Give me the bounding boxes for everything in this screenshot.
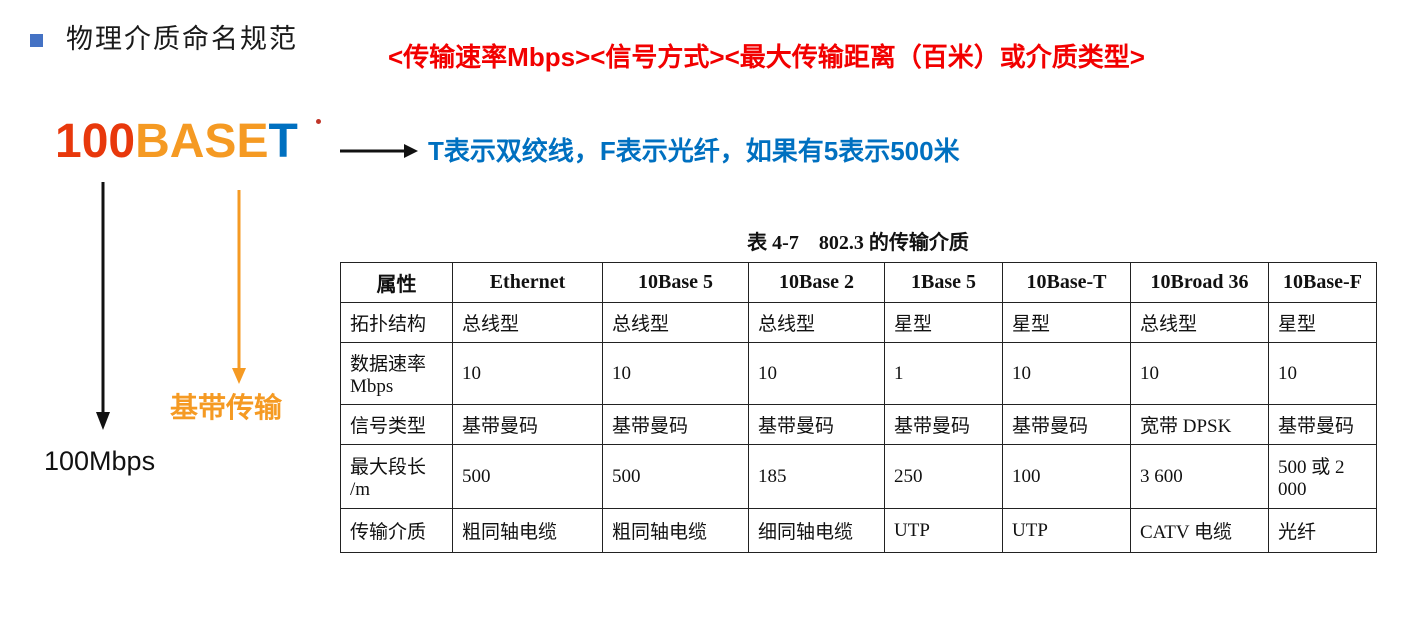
table-header-row: 属性 Ethernet 10Base 5 10Base 2 1Base 5 10… xyxy=(340,262,1377,303)
table-cell: 基带曼码 xyxy=(748,404,885,445)
table-cell: 基带曼码 xyxy=(452,404,603,445)
example-speed: 100 xyxy=(55,115,136,168)
table-cell: 1 xyxy=(884,342,1003,405)
example-media: T xyxy=(268,115,298,168)
table-cell: 10 xyxy=(1002,342,1131,405)
media-note-text: T表示双绞线，F表示光纤，如果有5表示500米 xyxy=(428,136,960,166)
col-header: 10Base 5 xyxy=(602,262,749,303)
table-cell: 光纤 xyxy=(1268,508,1377,553)
media-table: 属性 Ethernet 10Base 5 10Base 2 1Base 5 10… xyxy=(340,262,1377,553)
table-cell: 10 xyxy=(1268,342,1377,405)
naming-format-text: <传输速率Mbps><信号方式><最大传输距离（百米）或介质类型> xyxy=(388,42,1145,72)
table-cell: 基带曼码 xyxy=(884,404,1003,445)
table-row: 传输介质 粗同轴电缆 粗同轴电缆 细同轴电缆 UTP UTP CATV 电缆 光… xyxy=(340,508,1377,553)
table-cell: 宽带 DPSK xyxy=(1130,404,1269,445)
table-cell: CATV 电缆 xyxy=(1130,508,1269,553)
naming-example: 100BASET xyxy=(55,114,298,169)
table-cell: 总线型 xyxy=(1130,302,1269,343)
table-cell: 细同轴电缆 xyxy=(748,508,885,553)
table-cell: 500 xyxy=(452,444,603,509)
table-cell: 总线型 xyxy=(602,302,749,343)
table-cell: 500 或 2 000 xyxy=(1268,444,1377,509)
down-arrow-black-icon xyxy=(96,182,110,430)
col-header: Ethernet xyxy=(452,262,603,303)
row-label: 传输介质 xyxy=(340,508,453,553)
col-header: 1Base 5 xyxy=(884,262,1003,303)
table-row: 拓扑结构 总线型 总线型 总线型 星型 星型 总线型 星型 xyxy=(340,302,1377,343)
section-title: 物理介质命名规范 xyxy=(66,24,298,54)
row-label: 最大段长 /m xyxy=(340,444,453,509)
table-row: 最大段长 /m 500 500 185 250 100 3 600 500 或 … xyxy=(340,444,1377,509)
table-cell: UTP xyxy=(1002,508,1131,553)
col-header: 10Broad 36 xyxy=(1130,262,1269,303)
table-cell: 3 600 xyxy=(1130,444,1269,509)
right-arrow-icon xyxy=(340,144,418,158)
table-cell: 粗同轴电缆 xyxy=(452,508,603,553)
table-cell: 总线型 xyxy=(748,302,885,343)
row-label: 数据速率 Mbps xyxy=(340,342,453,405)
example-signal: BASE xyxy=(135,115,269,168)
table-cell: 10 xyxy=(602,342,749,405)
table-cell: 粗同轴电缆 xyxy=(602,508,749,553)
table-cell: 星型 xyxy=(1002,302,1131,343)
col-header: 10Base-T xyxy=(1002,262,1131,303)
table-cell: 基带曼码 xyxy=(1268,404,1377,445)
table-cell: 总线型 xyxy=(452,302,603,343)
col-header: 10Base 2 xyxy=(748,262,885,303)
table-cell: 基带曼码 xyxy=(602,404,749,445)
table-cell: 100 xyxy=(1002,444,1131,509)
table-cell: 基带曼码 xyxy=(1002,404,1131,445)
col-header: 属性 xyxy=(340,262,453,303)
table-cell: 10 xyxy=(1130,342,1269,405)
table-row: 数据速率 Mbps 10 10 10 1 10 10 10 xyxy=(340,342,1377,405)
base-meaning-label: 基带传输 xyxy=(170,392,283,423)
table-cell: 185 xyxy=(748,444,885,509)
table-cell: 10 xyxy=(748,342,885,405)
row-label: 信号类型 xyxy=(340,404,453,445)
table-cell: 250 xyxy=(884,444,1003,509)
col-header: 10Base-F xyxy=(1268,262,1377,303)
down-arrow-orange-icon xyxy=(232,190,246,384)
row-label: 拓扑结构 xyxy=(340,302,453,343)
speed-meaning-label: 100Mbps xyxy=(44,446,156,476)
table-cell: 星型 xyxy=(1268,302,1377,343)
table-cell: UTP xyxy=(884,508,1003,553)
table-row: 信号类型 基带曼码 基带曼码 基带曼码 基带曼码 基带曼码 宽带 DPSK 基带… xyxy=(340,404,1377,445)
table-cell: 10 xyxy=(452,342,603,405)
table-cell: 星型 xyxy=(884,302,1003,343)
bullet-square-icon xyxy=(30,34,43,47)
table-caption: 表 4-7 802.3 的传输介质 xyxy=(747,232,969,254)
table-cell: 500 xyxy=(602,444,749,509)
stray-dot-mark xyxy=(316,119,321,124)
